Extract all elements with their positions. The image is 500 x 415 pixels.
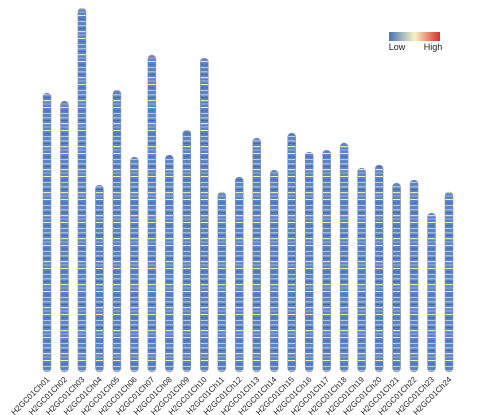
chromosome (165, 154, 174, 373)
chromosome (444, 191, 454, 373)
chromosome (42, 92, 52, 373)
chromosome (60, 100, 69, 373)
chromosome (182, 129, 192, 373)
chromosome (392, 182, 401, 373)
chromosome (147, 54, 157, 373)
chromosome (200, 57, 209, 373)
chromosome (427, 212, 436, 373)
legend-high: High (424, 42, 443, 52)
chromosome (322, 149, 331, 373)
chromosome (339, 142, 349, 373)
chromosome (409, 179, 419, 373)
legend-low: Low (389, 42, 406, 52)
chromosome (130, 156, 139, 373)
chromosome (77, 7, 87, 373)
chromosome (357, 167, 366, 373)
legend-colorbar (389, 32, 440, 41)
chromosome (269, 169, 279, 373)
chromosome (374, 164, 384, 373)
chromosome (217, 191, 227, 373)
chromosome (95, 184, 104, 373)
chromosome (252, 137, 262, 373)
chromosome (234, 176, 244, 373)
chromosome (287, 132, 296, 373)
chromosome (304, 151, 314, 373)
chromosome (112, 89, 122, 373)
